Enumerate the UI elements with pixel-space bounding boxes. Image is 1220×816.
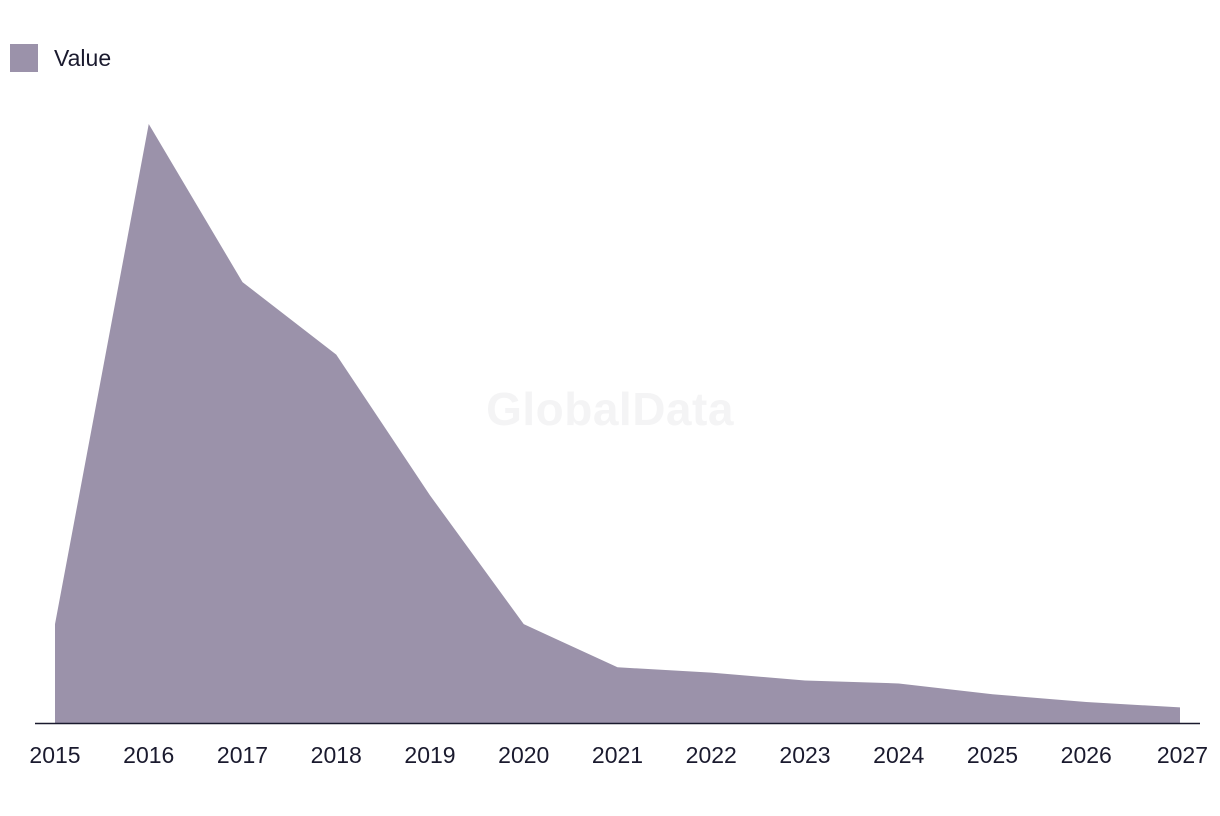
x-tick-label-2026: 2026 [1061,742,1112,768]
x-tick-label-2017: 2017 [217,742,268,768]
x-tick-label-2025: 2025 [967,742,1018,768]
x-tick-label-2027: 2027 [1157,742,1208,768]
x-tick-label-2023: 2023 [779,742,830,768]
tick-layer: 2015 2016 2017 2018 2019 2020 2021 2022 2023 2024… [29,742,1208,768]
x-tick-label-2016: 2016 [123,742,174,768]
x-tick-label-2015: 2015 [29,742,80,768]
area-series-value [55,124,1180,723]
legend-label: Value [54,44,112,71]
x-tick-label-2021: 2021 [592,742,643,768]
x-tick-label-2020: 2020 [498,742,549,768]
x-tick-label-2024: 2024 [873,742,924,768]
legend: Value [10,44,111,72]
watermark: GlobalData [486,383,734,435]
area-layer [55,124,1180,723]
x-tick-label-2018: 2018 [311,742,362,768]
x-tick-label-2019: 2019 [404,742,455,768]
legend-swatch [10,44,38,72]
x-tick-label-2022: 2022 [686,742,737,768]
